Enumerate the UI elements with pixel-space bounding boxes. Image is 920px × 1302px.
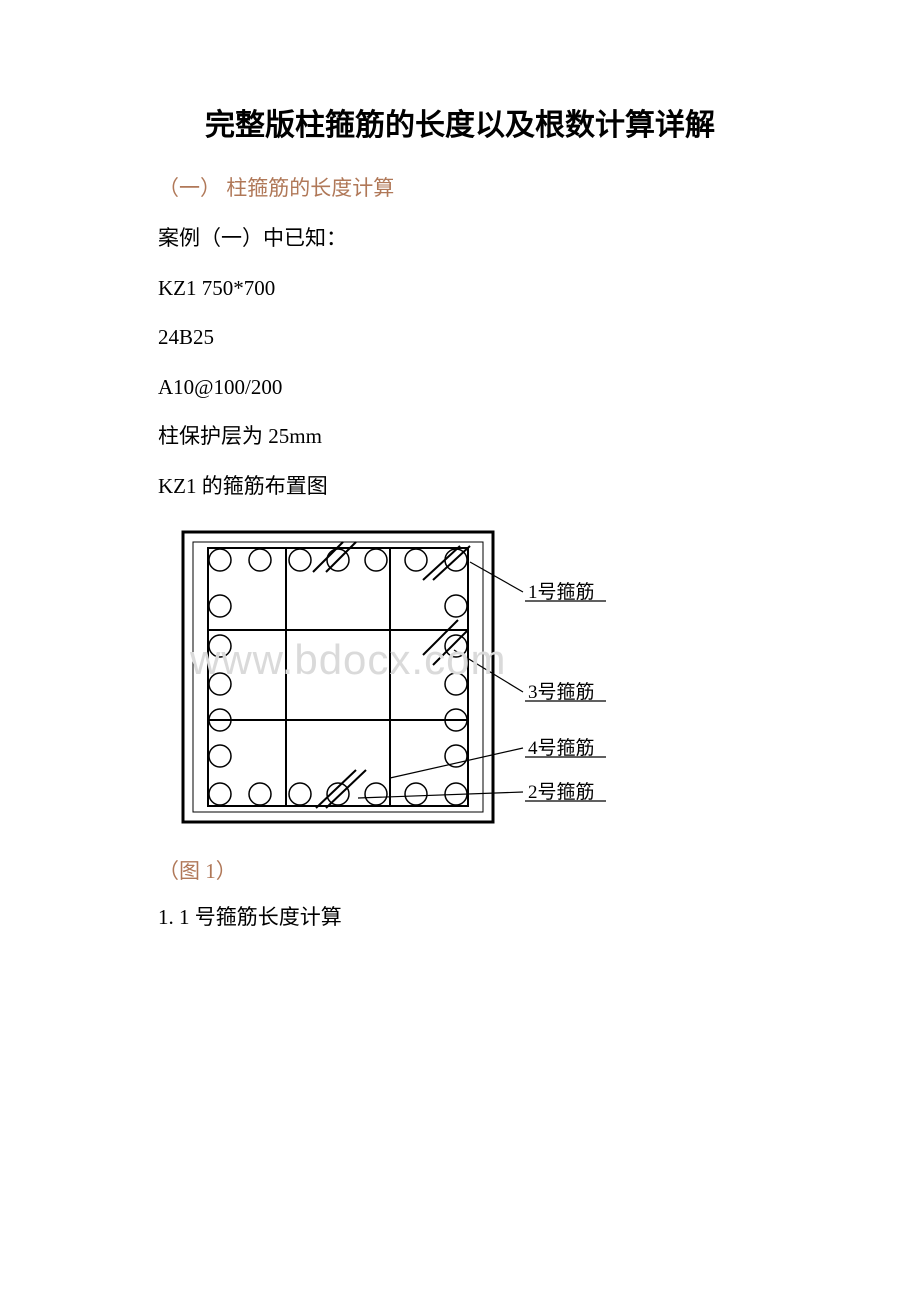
body-text-a10: A10@100/200 [158,371,790,405]
body-text-case: 案例（一）中已知： [158,222,790,256]
svg-text:3号箍筋: 3号箍筋 [528,681,595,703]
page-title: 完整版柱箍筋的长度以及根数计算详解 [130,100,790,144]
body-text-24b25: 24B25 [158,321,790,355]
body-text-calc1: 1. 1 号箍筋长度计算 [158,901,790,935]
body-text-kz1: KZ1 750*700 [158,272,790,306]
svg-text:2号箍筋: 2号箍筋 [528,781,595,803]
figure-caption: （图 1） [158,855,790,885]
svg-text:1号箍筋: 1号箍筋 [528,581,595,603]
svg-text:4号箍筋: 4号箍筋 [528,737,595,759]
stirrup-svg: 1号箍筋 3号箍筋 4号箍筋 2号箍筋 [158,520,648,835]
body-text-cover: 柱保护层为 25mm [158,420,790,454]
section-heading-1: （一） 柱箍筋的长度计算 [158,172,790,202]
body-text-layout: KZ1 的箍筋布置图 [158,470,790,504]
stirrup-diagram: www.bdocx.com 1号箍筋3号箍筋4号箍筋2号箍筋 [158,520,648,835]
